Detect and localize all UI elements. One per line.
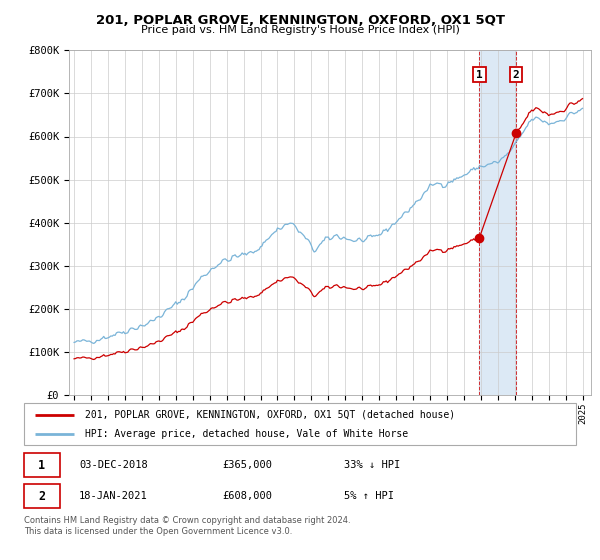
Text: 201, POPLAR GROVE, KENNINGTON, OXFORD, OX1 5QT: 201, POPLAR GROVE, KENNINGTON, OXFORD, O… bbox=[95, 14, 505, 27]
Text: £608,000: £608,000 bbox=[223, 491, 273, 501]
Text: 1: 1 bbox=[38, 459, 45, 472]
Text: 1: 1 bbox=[476, 69, 483, 80]
Bar bbox=[24, 484, 60, 508]
Text: 5% ↑ HPI: 5% ↑ HPI bbox=[344, 491, 394, 501]
Text: £365,000: £365,000 bbox=[223, 460, 273, 470]
Text: 201, POPLAR GROVE, KENNINGTON, OXFORD, OX1 5QT (detached house): 201, POPLAR GROVE, KENNINGTON, OXFORD, O… bbox=[85, 410, 455, 420]
Bar bbox=[24, 453, 60, 478]
Text: HPI: Average price, detached house, Vale of White Horse: HPI: Average price, detached house, Vale… bbox=[85, 430, 408, 439]
Text: 33% ↓ HPI: 33% ↓ HPI bbox=[344, 460, 400, 470]
Text: Contains HM Land Registry data © Crown copyright and database right 2024.
This d: Contains HM Land Registry data © Crown c… bbox=[24, 516, 350, 536]
Bar bbox=[479, 50, 516, 395]
Text: 2: 2 bbox=[38, 489, 45, 503]
Text: 18-JAN-2021: 18-JAN-2021 bbox=[79, 491, 148, 501]
Text: 03-DEC-2018: 03-DEC-2018 bbox=[79, 460, 148, 470]
Text: Price paid vs. HM Land Registry's House Price Index (HPI): Price paid vs. HM Land Registry's House … bbox=[140, 25, 460, 35]
Text: 2: 2 bbox=[513, 69, 520, 80]
